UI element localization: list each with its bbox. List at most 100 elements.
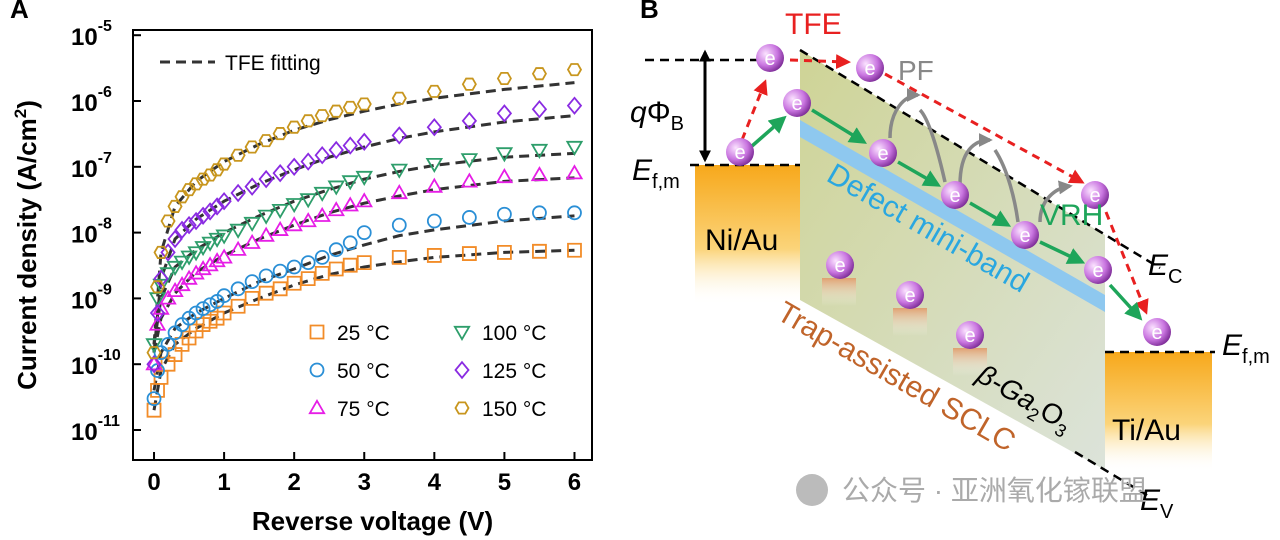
x-tick-label: 6: [568, 469, 581, 496]
marker: [341, 196, 359, 212]
marker: [174, 190, 190, 204]
ef-label: Ef,m: [1222, 329, 1270, 368]
marker: [160, 336, 176, 352]
marker: [194, 241, 212, 257]
marker: [313, 186, 331, 202]
marker: [209, 310, 225, 326]
electron-label: e: [1151, 322, 1162, 344]
marker: [216, 288, 232, 304]
y-tick-label: 10-11: [71, 413, 120, 446]
marker: [356, 132, 372, 151]
marker: [202, 168, 218, 182]
marker: [230, 148, 246, 162]
marker: [567, 205, 582, 221]
marker: [230, 183, 246, 203]
tick-base: 10: [71, 287, 98, 314]
marker: [258, 285, 274, 301]
arrow: [1038, 180, 1073, 223]
marker: [208, 252, 226, 268]
marker: [229, 223, 247, 239]
marker: [495, 147, 514, 163]
marker: [461, 77, 477, 91]
fit-line: [152, 214, 575, 391]
marker: [188, 177, 204, 191]
marker: [454, 401, 470, 415]
marker: [314, 265, 330, 281]
electron: [896, 281, 924, 309]
marker: [216, 305, 232, 321]
marker: [216, 157, 232, 171]
phi: Φ: [647, 96, 671, 129]
marker: [328, 242, 344, 258]
electron-label: e: [1092, 260, 1103, 282]
marker: [201, 256, 219, 272]
y-tick-label: 10-6: [71, 84, 112, 117]
marker: [314, 146, 330, 165]
tfe-path: [740, 54, 1149, 315]
label-text: ): [12, 100, 42, 109]
legend-label: 150 °C: [482, 398, 546, 421]
marker: [355, 192, 373, 208]
x-tick-label: 1: [217, 469, 230, 496]
arrow: [958, 133, 993, 186]
electron: [856, 54, 884, 82]
marker: [461, 246, 477, 261]
arrow: [993, 149, 1020, 223]
watermark: 公众号 · 亚洲氧化镓联盟: [842, 475, 1147, 506]
marker: [152, 278, 170, 294]
marker: [272, 263, 288, 279]
subscript: B: [671, 113, 684, 135]
superscript: 2: [11, 109, 30, 118]
tick-base: 10: [71, 156, 98, 183]
x-tick-label: 5: [498, 469, 511, 496]
marker: [195, 172, 211, 186]
electron: [1011, 221, 1039, 249]
y-tick-label: 10-9: [71, 281, 112, 314]
trap-level: [893, 308, 927, 336]
marker: [244, 291, 260, 306]
marker: [454, 360, 470, 380]
arrow: [1108, 283, 1143, 321]
electrons: e e e e e e e e e e e e e: [726, 44, 1171, 349]
marker: [426, 117, 442, 137]
marker: [425, 177, 444, 193]
marker: [243, 233, 261, 249]
label-text: Current density (A/cm: [12, 118, 42, 390]
marker: [152, 299, 170, 315]
marker: [195, 317, 211, 332]
fit-line: [152, 151, 575, 345]
marker: [257, 226, 275, 242]
electron-label: e: [791, 93, 802, 115]
subscript: C: [1168, 266, 1182, 288]
marker: [328, 104, 344, 118]
marker: [149, 280, 166, 294]
barrier-label: qΦB: [630, 96, 684, 135]
marker: [355, 170, 373, 186]
x-tick-label: 2: [287, 469, 300, 496]
subscript: f,m: [1242, 346, 1270, 368]
electron-label: e: [949, 185, 960, 207]
y-tick-label: 10-7: [71, 150, 112, 183]
y-tick-label: 10-8: [71, 216, 112, 249]
marker: [300, 255, 316, 271]
marker: [356, 255, 372, 271]
legend-label: 100 °C: [482, 322, 546, 345]
electron-label: e: [834, 255, 845, 277]
marker: [285, 198, 303, 214]
marker: [460, 172, 479, 188]
tick-exponent: -9: [98, 281, 112, 298]
y-tick-label: 10-10: [71, 347, 121, 380]
marker: [309, 362, 325, 378]
marker: [244, 274, 260, 290]
marker: [146, 402, 162, 418]
marker: [202, 202, 218, 221]
marker: [271, 220, 289, 236]
arrow: [1104, 211, 1149, 315]
q: q: [630, 96, 647, 129]
electron-label: e: [877, 143, 888, 165]
marker: [309, 324, 325, 340]
marker: [356, 97, 372, 111]
marker: [174, 220, 190, 240]
vrh-path: [750, 108, 1143, 321]
electron: [1084, 256, 1112, 284]
